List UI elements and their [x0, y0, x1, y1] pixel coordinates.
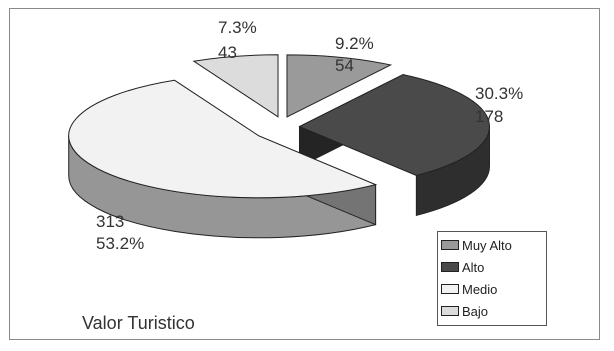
chart-title: Valor Turistico: [82, 313, 195, 333]
legend-label-alto: Alto: [462, 259, 485, 275]
legend-item-muy-alto: Muy Alto: [441, 234, 546, 256]
value-label-bajo: 43: [218, 43, 237, 62]
legend-swatch-bajo: [441, 306, 459, 316]
percent-label-bajo: 7.3%: [218, 18, 257, 37]
legend-swatch-alto: [441, 262, 459, 272]
pie-chart: 9.2% 54 30.3% 178 53.2% 313 7.3% 43: [68, 18, 523, 253]
legend-swatch-muy-alto: [441, 240, 459, 250]
value-label-medio: 313: [96, 212, 124, 231]
percent-label-alto: 30.3%: [475, 84, 523, 103]
value-label-alto: 178: [475, 107, 503, 126]
slice-alto: [298, 74, 490, 176]
slice-bajo: [192, 54, 279, 118]
slice-medio: [68, 79, 378, 199]
legend-label-muy-alto: Muy Alto: [462, 237, 512, 253]
percent-label-muy-alto: 9.2%: [335, 34, 374, 53]
legend: Muy Alto Alto Medio Bajo: [437, 231, 547, 326]
slice-muy-alto: [286, 54, 393, 118]
legend-item-bajo: Bajo: [441, 300, 546, 322]
value-label-muy-alto: 54: [335, 56, 354, 75]
chart-frame: 9.2% 54 30.3% 178 53.2% 313 7.3% 43 Muy Alto Al…: [9, 8, 600, 340]
legend-item-medio: Medio: [441, 278, 546, 300]
legend-item-alto: Alto: [441, 256, 546, 278]
legend-label-medio: Medio: [462, 281, 498, 297]
legend-swatch-medio: [441, 284, 459, 294]
legend-label-bajo: Bajo: [462, 303, 489, 319]
percent-label-medio: 53.2%: [96, 234, 144, 253]
